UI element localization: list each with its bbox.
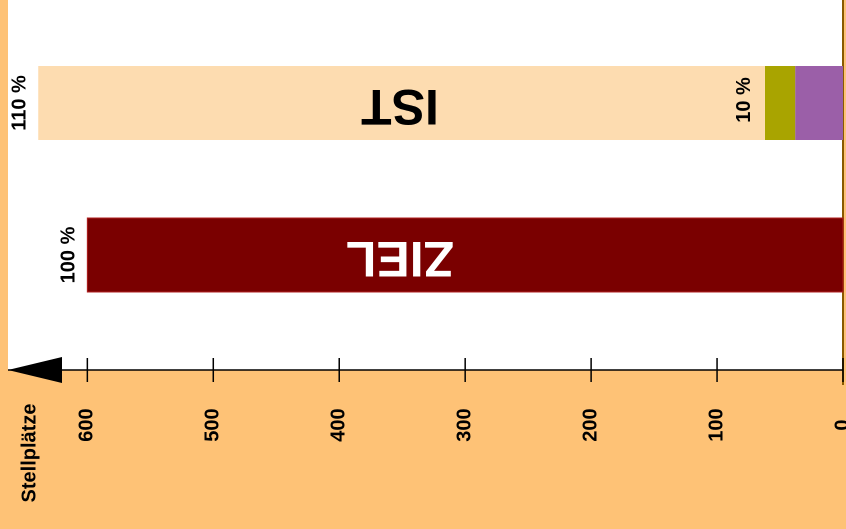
bar-segment (38, 66, 765, 140)
x-tick-label: 0 (831, 419, 846, 430)
x-tick-label: 200 (579, 408, 601, 441)
x-tick-label: 100 (705, 408, 727, 441)
bar-segment (86, 217, 844, 293)
category-label: ZIEL (346, 231, 454, 287)
x-axis-label: Stellplätze (18, 404, 40, 503)
bar-label: 100 % (58, 226, 80, 283)
x-tick-label: 500 (202, 408, 224, 441)
bar-segment (795, 66, 843, 140)
annotation: 10 % (733, 77, 755, 123)
plot-area (8, 0, 843, 370)
x-tick-label: 300 (453, 408, 475, 441)
axis-arrow (8, 357, 62, 383)
category-label: IST (361, 79, 439, 135)
x-tick-label: 600 (76, 408, 98, 441)
bar-label: 110 % (9, 75, 31, 131)
bar-segment (764, 66, 796, 140)
x-tick-label: 400 (328, 408, 350, 441)
